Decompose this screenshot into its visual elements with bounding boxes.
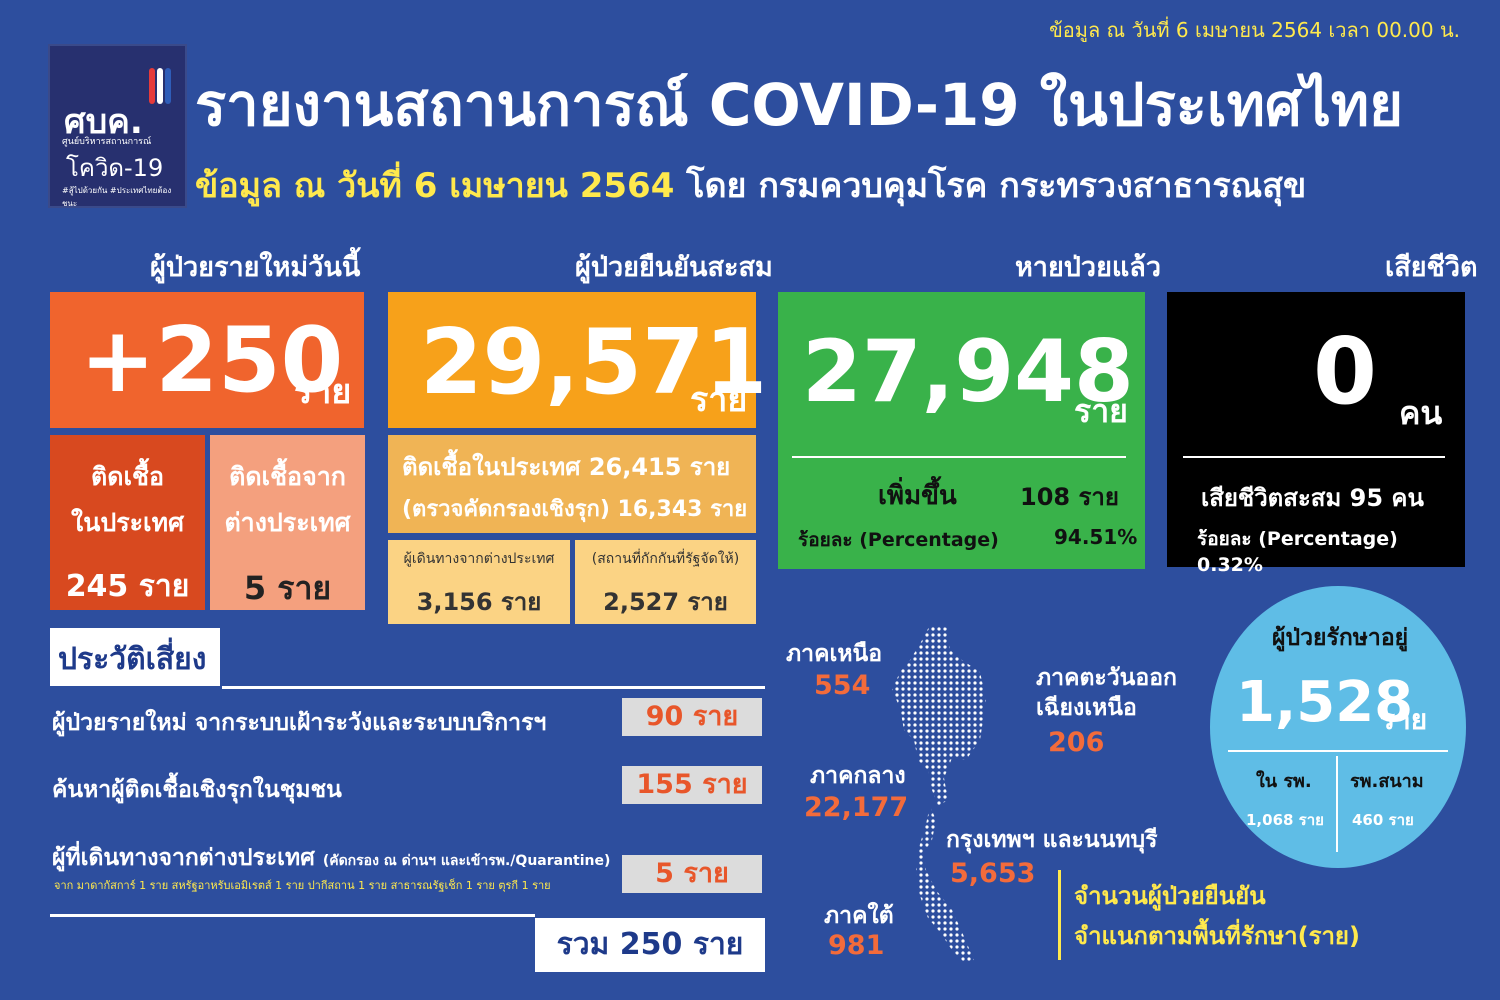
- risk-row-active-label: ค้นหาผู้ติดเชื้อเชิงรุกในชุมชน: [52, 777, 342, 803]
- risk-row-surveillance-value: 90 ราย: [622, 698, 762, 736]
- quarantine-value: 2,527 ราย: [603, 588, 728, 616]
- treating-heading: ผู้ป่วยรักษาอยู่: [1272, 625, 1409, 651]
- local-infection-card: ติดเชื้อ ในประเทศ 245 ราย: [50, 435, 205, 610]
- logo-tagline: #สู้ไปด้วยกัน #ประเทศไทยต้องชนะ: [62, 186, 172, 208]
- treating-field-value: 460 ราย: [1352, 811, 1414, 829]
- quarantine-card: (สถานที่กักกันที่รัฐจัดให้) 2,527 ราย: [575, 540, 756, 624]
- region-caption-1: จำนวนผู้ป่วยยืนยัน: [1074, 882, 1266, 910]
- region-south-value: 981: [828, 930, 885, 961]
- recovered-increase-value: 108 ราย: [1020, 483, 1119, 511]
- treating-hospital-value: 1,068 ราย: [1246, 811, 1324, 829]
- risk-total-rule: [50, 914, 535, 917]
- risk-row-surveillance-label: ผู้ป่วยรายใหม่ จากระบบเฝ้าระวังและระบบบร…: [52, 710, 547, 736]
- region-northeast-label-2: เฉียงเหนือ: [1036, 695, 1137, 721]
- region-south-label: ภาคใต้: [824, 903, 894, 929]
- data-timestamp: ข้อมูล ณ วันที่ 6 เมษายน 2564 เวลา 00.00…: [1049, 18, 1460, 42]
- cumulative-breakdown: ติดเชื้อในประเทศ 26,415 ราย (ตรวจคัดกรอง…: [388, 435, 756, 533]
- recovered-card: 27,948 ราย เพิ่มขึ้น 108 ราย ร้อยละ (Per…: [778, 292, 1145, 569]
- thailand-map: [892, 625, 986, 964]
- travel-value: 3,156 ราย: [416, 588, 542, 616]
- travel-card: ผู้เดินทางจากต่างประเทศ 3,156 ราย: [388, 540, 570, 624]
- logo-subtitle: ศูนย์บริหารสถานการณ์: [62, 137, 152, 147]
- risk-row-travel-value: 5 ราย: [622, 855, 762, 893]
- risk-row-travel: ผู้ที่เดินทางจากต่างประเทศ (คัดกรอง ณ ด่…: [52, 840, 610, 876]
- recovered-pct-label: ร้อยละ (Percentage): [798, 529, 999, 551]
- subtitle-date: ข้อมูล ณ วันที่ 6 เมษายน 2564: [195, 166, 675, 206]
- treating-circle: ผู้ป่วยรักษาอยู่ 1,528 ราย ใน รพ. 1,068 …: [1210, 586, 1466, 868]
- deaths-heading: เสียชีวิต: [1385, 252, 1478, 283]
- region-central-value: 22,177: [804, 792, 909, 823]
- recovered-pct-value: 94.51%: [1054, 525, 1138, 549]
- logo-covid: โควิด-19: [66, 154, 164, 182]
- local-infection-label-1: ติดเชื้อ: [91, 462, 164, 491]
- recovered-heading: หายป่วยแล้ว: [1015, 252, 1162, 283]
- cumulative-card: 29,571 ราย: [388, 292, 767, 428]
- treating-field-label: รพ.สนาม: [1350, 771, 1424, 792]
- treating-divider-v: [1336, 756, 1338, 852]
- deaths-divider: [1183, 456, 1445, 458]
- risk-heading: ประวัติเสี่ยง: [58, 642, 207, 677]
- local-infection-value: 245 ราย: [65, 569, 190, 604]
- recovered-increase-label: เพิ่มขึ้น: [878, 481, 957, 511]
- recovered-divider: [792, 456, 1126, 458]
- subtitle-source: โดย กรมควบคุมโรค กระทรวงสาธารณสุข: [674, 166, 1307, 206]
- region-caption-bar: [1058, 870, 1061, 960]
- risk-row-travel-note: (คัดกรอง ณ ด่านฯ และเข้ารพ./Quarantine): [322, 853, 611, 869]
- cmc-logo: ศบค. ศูนย์บริหารสถานการณ์ โควิด-19 #สู้ไ…: [48, 44, 187, 208]
- logo-stripe-white: [157, 68, 163, 104]
- deaths-cumulative: เสียชีวิตสะสม 95 คน: [1201, 484, 1424, 512]
- risk-heading-box: ประวัติเสี่ยง: [50, 628, 220, 686]
- foreign-infection-card: ติดเชื้อจาก ต่างประเทศ 5 ราย: [210, 435, 365, 610]
- logo-stripe-red: [149, 68, 155, 104]
- region-bkk-label: กรุงเทพฯ และนนทบุรี: [946, 827, 1158, 853]
- foreign-infection-label-2: ต่างประเทศ: [224, 508, 351, 537]
- treating-value: 1,528: [1236, 670, 1414, 735]
- cumulative-local-line: ติดเชื้อในประเทศ 26,415 ราย: [402, 453, 731, 481]
- risk-total: รวม 250 ราย: [535, 918, 765, 972]
- foreign-infection-value: 5 ราย: [243, 569, 332, 607]
- page-title: รายงานสถานการณ์ COVID-19 ในประเทศไทย: [195, 71, 1404, 139]
- quarantine-label: (สถานที่กักกันที่รัฐจัดให้): [591, 551, 740, 567]
- travel-label: ผู้เดินทางจากต่างประเทศ: [403, 551, 555, 567]
- logo-abbr: ศบค.: [64, 102, 143, 142]
- new-cases-card: +250 ราย: [50, 292, 364, 428]
- risk-heading-rule: [222, 686, 765, 689]
- region-northeast-label-1: ภาคตะวันออก: [1036, 665, 1177, 691]
- deaths-value: 0: [1313, 318, 1378, 425]
- recovered-unit: ราย: [1074, 392, 1128, 430]
- region-caption-2: จำแนกตามพื้นที่รักษา(ราย): [1074, 922, 1360, 950]
- region-central-label: ภาคกลาง: [810, 763, 906, 789]
- treating-unit: ราย: [1380, 703, 1428, 736]
- recovered-value: 27,948: [802, 322, 1134, 422]
- cumulative-screen-line: (ตรวจคัดกรองเชิงรุก) 16,343 ราย: [402, 497, 748, 522]
- deaths-unit: คน: [1399, 394, 1443, 432]
- new-cases-value: +250: [80, 308, 344, 413]
- risk-row-active-value: 155 ราย: [622, 766, 762, 804]
- region-northeast-value: 206: [1048, 727, 1105, 758]
- foreign-infection-label-1: ติดเชื้อจาก: [229, 462, 346, 491]
- page-subtitle: ข้อมูล ณ วันที่ 6 เมษายน 2564 โดย กรมควบ…: [195, 158, 1306, 212]
- cumulative-unit: ราย: [690, 380, 748, 420]
- risk-row-travel-label: ผู้ที่เดินทางจากต่างประเทศ: [52, 845, 315, 871]
- region-north-value: 554: [814, 670, 871, 701]
- region-bkk-value: 5,653: [950, 858, 1036, 889]
- local-infection-label-2: ในประเทศ: [71, 508, 184, 537]
- deaths-card: 0 คน เสียชีวิตสะสม 95 คน ร้อยละ (Percent…: [1167, 292, 1465, 576]
- region-north-label: ภาคเหนือ: [786, 641, 883, 667]
- cumulative-heading: ผู้ป่วยยืนยันสะสม: [575, 252, 773, 283]
- treating-divider-h: [1228, 750, 1448, 752]
- new-cases-heading: ผู้ป่วยรายใหม่วันนี้: [150, 252, 361, 283]
- deaths-pct: ร้อยละ (Percentage) 0.32%: [1197, 528, 1398, 576]
- cumulative-value: 29,571: [420, 310, 768, 415]
- treating-hospital-label: ใน รพ.: [1256, 771, 1312, 792]
- risk-row-travel-detail: จาก มาดากัสการ์ 1 ราย สหรัฐอาหรับเอมิเรต…: [54, 879, 551, 892]
- logo-stripe-blue: [165, 68, 171, 104]
- new-cases-unit: ราย: [294, 372, 352, 412]
